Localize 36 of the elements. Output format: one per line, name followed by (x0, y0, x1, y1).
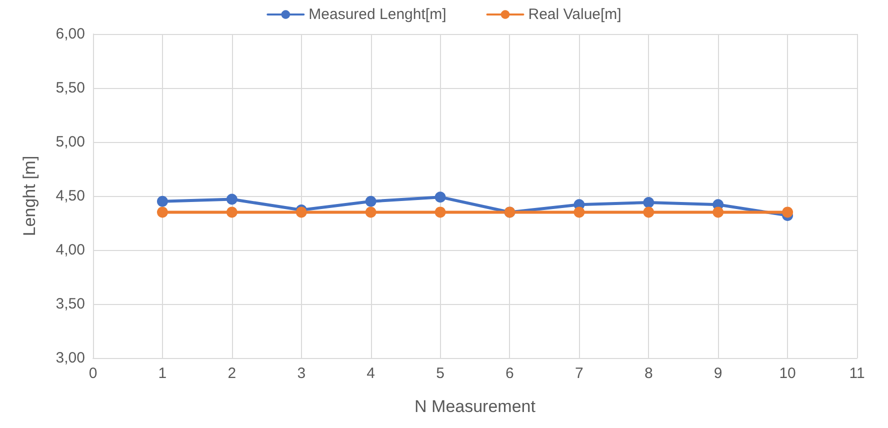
y-tick-label: 3,50 (56, 296, 85, 312)
point (365, 206, 376, 218)
y-tick-label: 5,00 (56, 134, 85, 150)
y-axis-title: Lenght [m] (20, 156, 39, 236)
legend-label: Measured Lenght[m] (308, 6, 446, 23)
point (643, 206, 654, 218)
point (643, 196, 654, 208)
point (226, 194, 238, 205)
x-tick-label: 10 (779, 365, 796, 382)
point (712, 206, 724, 218)
x-tick-label: 5 (436, 365, 444, 382)
legend-label: Real Value[m] (528, 6, 622, 23)
y-tick-label: 3,00 (56, 350, 85, 366)
y-tick-label: 4,00 (56, 242, 85, 258)
y-tick-label: 6,00 (56, 26, 85, 42)
point (365, 196, 376, 207)
point (782, 206, 794, 218)
x-tick-label: 0 (88, 365, 98, 382)
x-tick-label: 9 (714, 365, 722, 382)
x-tick-label: 6 (506, 365, 514, 382)
point (226, 206, 238, 218)
x-tick-label: 3 (297, 365, 306, 382)
x-tick-label: 11 (849, 365, 865, 382)
y-tick-label: 5,50 (56, 80, 85, 96)
point (574, 206, 585, 218)
x-tick-label: 8 (644, 365, 653, 382)
x-tick-label: 7 (575, 365, 584, 382)
point (156, 196, 168, 207)
point (434, 206, 446, 218)
x-tick-label: 4 (366, 365, 375, 382)
y-tick-label: 4,50 (56, 188, 85, 204)
x-axis-title: N Measurement (414, 397, 536, 416)
x-tick-label: 2 (228, 365, 236, 382)
point (156, 206, 168, 218)
point (434, 192, 446, 203)
x-tick-label: 1 (158, 365, 167, 382)
